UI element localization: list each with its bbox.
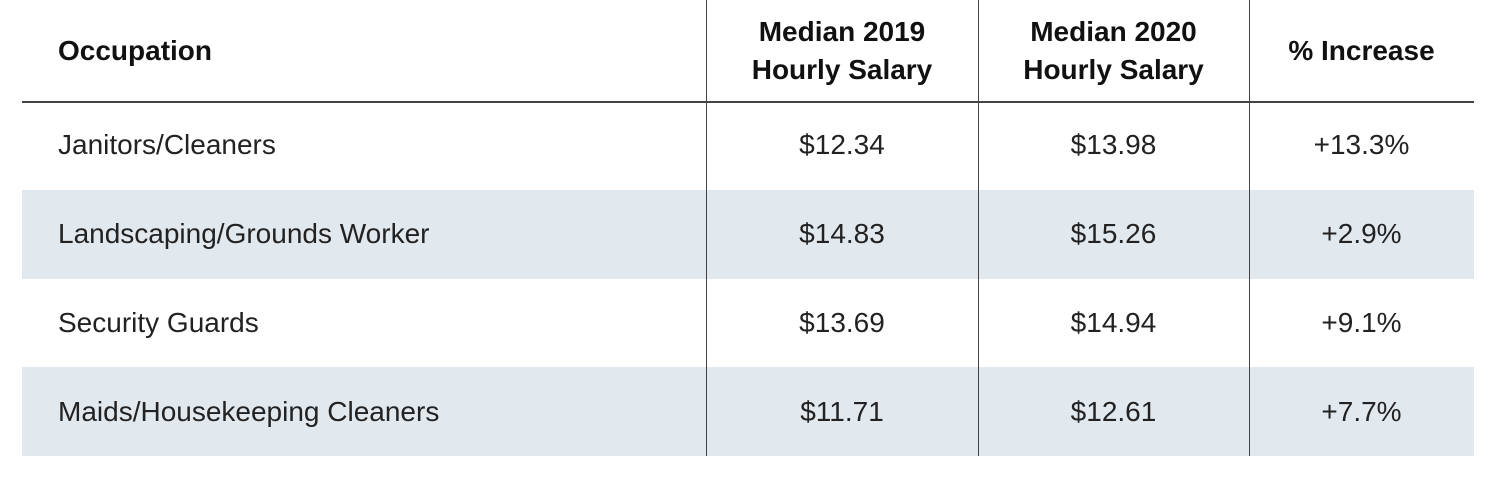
header-cell: Median 2020 Hourly Salary	[978, 0, 1249, 101]
column-divider	[1249, 0, 1250, 456]
cell: Janitors/Cleaners	[58, 129, 276, 161]
cell: $15.26	[1070, 218, 1157, 250]
column-divider	[706, 0, 707, 456]
cell: Security Guards	[58, 306, 259, 338]
cell: $13.98	[1070, 129, 1157, 161]
cell: $11.71	[800, 395, 884, 427]
cell: +9.1%	[1321, 306, 1402, 338]
table-row: Landscaping/Grounds Worker $14.83 $15.26…	[22, 189, 1474, 279]
salary-table: Occupation Median 2019 Hourly Salary Med…	[22, 0, 1474, 456]
header-cell: Occupation	[58, 34, 213, 66]
cell: $14.83	[799, 218, 885, 250]
header-text: Median 2019 Hourly Salary	[751, 15, 933, 85]
header-row: Occupation Median 2019 Hourly Salary Med…	[22, 0, 1474, 101]
cell: $12.34	[799, 129, 885, 161]
table-row: Maids/Housekeeping Cleaners $11.71 $12.6…	[22, 367, 1474, 456]
header-cell: Median 2019 Hourly Salary	[706, 0, 978, 101]
table-row: Janitors/Cleaners $12.34 $13.98 +13.3%	[22, 101, 1474, 190]
cell: +7.7%	[1321, 395, 1402, 427]
cell: $12.61	[1070, 395, 1157, 427]
cell: $14.94	[1070, 306, 1157, 338]
cell: $13.69	[799, 306, 885, 338]
header-cell: % Increase	[1288, 34, 1435, 66]
header-text: Median 2020 Hourly Salary	[1023, 15, 1204, 85]
cell: +13.3%	[1313, 129, 1410, 161]
cell: +2.9%	[1321, 218, 1402, 250]
cell: Landscaping/Grounds Worker	[58, 218, 430, 250]
column-divider	[978, 0, 979, 456]
table-row: Security Guards $13.69 $14.94 +9.1%	[22, 279, 1474, 368]
header-rule	[22, 101, 1474, 103]
cell: Maids/Housekeeping Cleaners	[58, 395, 440, 427]
